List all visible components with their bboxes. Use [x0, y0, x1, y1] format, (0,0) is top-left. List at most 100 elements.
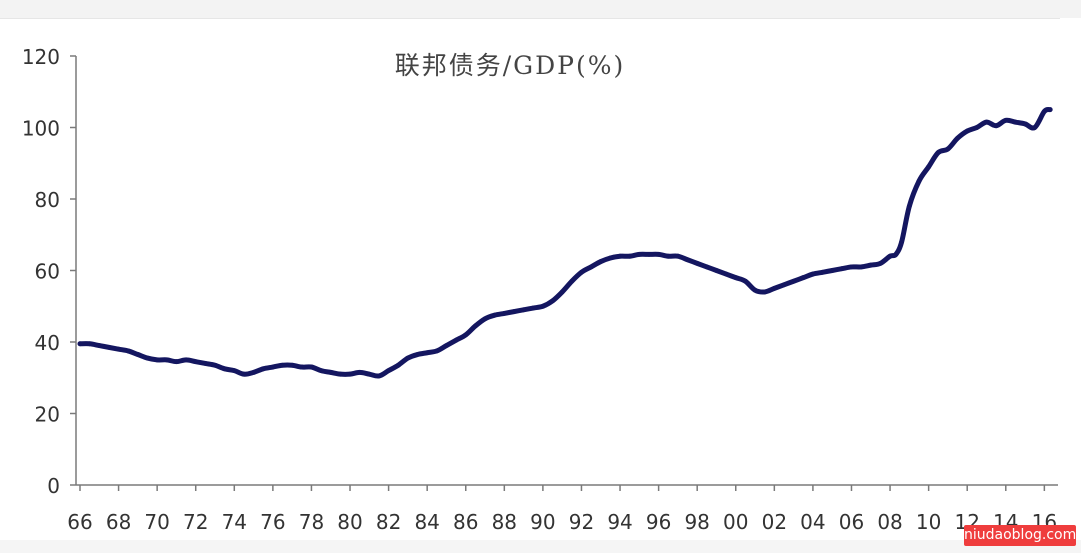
data-point [511, 309, 517, 315]
y-tick-label: 60 [35, 260, 60, 284]
data-point [328, 369, 334, 375]
x-tick-label: 76 [260, 510, 285, 534]
data-point [405, 355, 411, 361]
data-point [193, 359, 199, 365]
y-tick-label: 80 [35, 188, 60, 212]
data-point [829, 268, 835, 273]
data-point [521, 307, 526, 313]
data-point [588, 264, 594, 270]
x-tick-label: 84 [414, 510, 439, 534]
y-tick-label: 100 [22, 117, 60, 141]
x-tick-label: 86 [453, 510, 478, 534]
data-point [270, 364, 276, 370]
data-point [1003, 117, 1009, 123]
data-point [893, 252, 899, 257]
bottom-band [0, 540, 1081, 553]
data-point [974, 125, 980, 130]
series-line [77, 107, 1053, 379]
data-point [337, 371, 343, 377]
data-point [762, 289, 768, 295]
data-point [839, 266, 845, 272]
data-point [444, 343, 449, 348]
data-point [704, 264, 710, 270]
data-point [472, 323, 478, 329]
data-point [945, 146, 951, 152]
data-point [993, 123, 999, 129]
data-point [386, 368, 391, 373]
x-tick-label: 68 [106, 510, 131, 534]
data-point [675, 253, 681, 259]
data-point [222, 366, 228, 372]
data-point [241, 371, 247, 377]
data-point [579, 269, 584, 275]
data-point [366, 371, 372, 377]
data-point [318, 368, 324, 373]
x-tick-label: 92 [569, 510, 594, 534]
data-point [434, 348, 440, 354]
data-point [916, 178, 922, 184]
x-tick-label: 82 [376, 510, 401, 534]
data-point [96, 343, 102, 348]
y-tick-label: 40 [35, 331, 60, 355]
data-point [752, 287, 758, 293]
data-point [800, 275, 806, 281]
data-point [964, 128, 970, 134]
data-point [550, 298, 555, 304]
axes [75, 56, 1058, 486]
x-tick-label: 00 [723, 510, 748, 534]
data-point [694, 260, 700, 266]
data-point [569, 278, 575, 284]
data-point [492, 312, 498, 318]
data-point [984, 119, 989, 125]
data-point [202, 361, 208, 366]
y-tick-label: 20 [35, 403, 60, 427]
x-tick-label: 98 [684, 510, 709, 534]
series-layer [77, 107, 1053, 379]
data-point [723, 271, 729, 277]
data-point [309, 364, 314, 370]
data-point [453, 337, 459, 343]
data-point [463, 332, 469, 338]
data-point [646, 252, 652, 257]
data-point [347, 371, 353, 377]
data-point [376, 373, 382, 379]
data-point [289, 362, 295, 368]
data-point [106, 344, 112, 350]
data-point [1022, 121, 1028, 127]
x-tick-label: 02 [762, 510, 787, 534]
data-point [899, 239, 905, 245]
data-point [743, 278, 748, 284]
y-tick-label: 0 [47, 474, 60, 498]
data-point [530, 305, 536, 311]
data-point [357, 369, 363, 375]
top-divider [0, 18, 1060, 19]
data-point [627, 253, 633, 259]
data-point [77, 341, 83, 347]
x-tick-label: 80 [337, 510, 362, 534]
data-point [1032, 125, 1038, 130]
data-point [145, 355, 150, 361]
data-point [251, 369, 256, 375]
data-point [559, 289, 565, 295]
data-point [955, 135, 960, 141]
data-point [424, 350, 430, 356]
data-point [665, 253, 671, 259]
data-point [810, 271, 816, 277]
data-point [415, 352, 420, 357]
data-point [608, 255, 613, 261]
x-tick-label: 70 [144, 510, 169, 534]
data-point [791, 278, 797, 284]
data-point [636, 252, 642, 257]
data-point [781, 282, 787, 288]
data-point [482, 316, 488, 322]
data-point [231, 368, 237, 373]
watermark: niudaoblog.com [964, 525, 1076, 546]
data-point [1013, 119, 1018, 125]
data-point [887, 253, 893, 259]
x-tick-label: 08 [877, 510, 902, 534]
data-point [685, 257, 690, 263]
y-axis-ticks: 0 20 40 60 80 100 120 [22, 45, 76, 498]
data-point [849, 264, 854, 270]
data-point [926, 164, 932, 170]
